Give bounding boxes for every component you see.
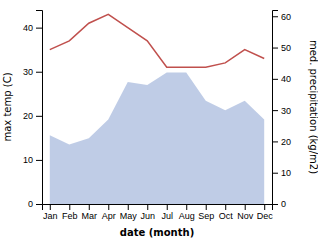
tick-mark (36, 72, 42, 73)
marks (50, 14, 264, 204)
tick-label: 60 (281, 12, 291, 22)
tick-label: Jul (161, 211, 173, 221)
axis-domain (43, 205, 273, 211)
tick-label: 0 (28, 199, 33, 209)
area (50, 73, 264, 204)
tick-label: 0 (281, 199, 286, 209)
tick-mark (225, 204, 226, 210)
y-axis-title: max temp (C) (2, 72, 13, 141)
tick: Mar (82, 204, 98, 221)
tick-label: Mar (82, 211, 98, 221)
tick-mark (89, 204, 90, 210)
tick: 0 (28, 199, 42, 209)
tick-label: 40 (281, 74, 291, 84)
tick-label: May (120, 211, 138, 221)
tick-mark (50, 204, 51, 210)
plot: Jan Feb Mar Apr MayJun Jul AugSep OctNovDec 0 10 2… (23, 11, 291, 222)
tick-label: Aug (179, 211, 195, 221)
tick-mark (272, 48, 278, 49)
axis-domain (36, 11, 43, 205)
tick: 10 (23, 155, 42, 165)
tick: 10 (272, 168, 291, 178)
tick: 30 (23, 67, 42, 77)
tick-label: 30 (23, 67, 33, 77)
tick: 60 (272, 12, 291, 22)
tick-label: 10 (23, 155, 33, 165)
chart: Jan Feb Mar Apr MayJun Jul AugSep OctNovDec 0 10 2… (0, 0, 318, 242)
tick: Feb (62, 204, 78, 221)
tick-mark (272, 204, 278, 205)
tick-mark (272, 173, 278, 174)
tick: Sep (198, 204, 214, 221)
tick: Oct (219, 204, 234, 221)
tick-mark (186, 204, 187, 210)
tick: Apr (102, 204, 116, 221)
tick: Jan (43, 204, 58, 221)
tick-mark (264, 204, 265, 210)
tick-label: Nov (237, 211, 254, 221)
tick-mark (36, 160, 42, 161)
tick-label: Feb (62, 211, 78, 221)
tick-mark (206, 204, 207, 210)
y2-axis: 0 10 20 30 40 50 60 (272, 11, 291, 210)
line (50, 14, 264, 67)
tick: 40 (23, 23, 42, 33)
tick-mark (36, 28, 42, 29)
tick-label: 40 (23, 23, 33, 33)
tick-label: 10 (281, 168, 291, 178)
tick-label: Oct (219, 211, 234, 221)
tick-mark (272, 16, 278, 17)
y2-axis-title: med. precipitation (kg/m2) (308, 40, 318, 174)
tick-label: 20 (281, 137, 291, 147)
tick-label: Apr (102, 211, 116, 221)
tick: 20 (23, 111, 42, 121)
tick-label: 20 (23, 111, 33, 121)
tick-label: Jan (43, 211, 58, 221)
tick: 0 (272, 199, 286, 209)
tick-mark (272, 79, 278, 80)
tick-label: 30 (281, 106, 291, 116)
tick: Dec (257, 204, 274, 221)
tick: 30 (272, 106, 291, 116)
axis-domain (273, 11, 279, 205)
tick: 50 (272, 43, 291, 53)
tick-mark (167, 204, 168, 210)
tick-mark (147, 204, 148, 210)
tick: 40 (272, 74, 291, 84)
tick: 20 (272, 137, 291, 147)
x-axis-title: date (month) (120, 227, 194, 238)
tick-mark (272, 110, 278, 111)
tick: Jul (161, 204, 173, 221)
tick: May (120, 204, 138, 221)
tick-mark (272, 141, 278, 142)
tick-mark (128, 204, 129, 210)
tick-mark (245, 204, 246, 210)
tick-label: 50 (281, 43, 291, 53)
tick-label: Dec (257, 211, 274, 221)
tick: Jun (140, 204, 155, 221)
tick: Aug (179, 204, 195, 221)
tick-mark (69, 204, 70, 210)
x-axis: Jan Feb Mar Apr MayJun Jul AugSep OctNovDec (43, 204, 274, 221)
y-axis: 0 10 20 30 40 (23, 11, 43, 210)
tick-label: Sep (198, 211, 214, 221)
tick-mark (108, 204, 109, 210)
tick-label: Jun (140, 211, 155, 221)
tick-mark (36, 204, 42, 205)
tick-mark (36, 116, 42, 117)
tick: Nov (237, 204, 254, 221)
